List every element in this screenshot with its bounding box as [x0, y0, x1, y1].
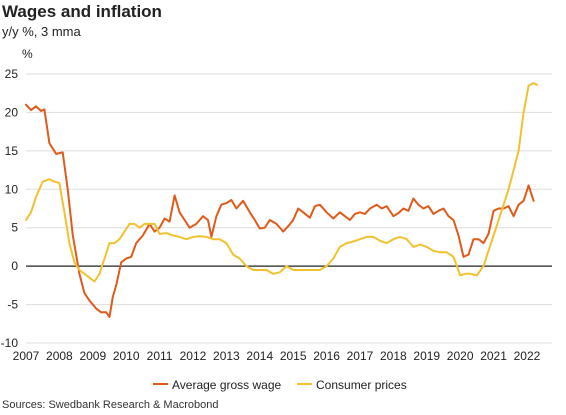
x-tick-label: 2007 [13, 349, 40, 363]
y-tick-label: 25 [5, 67, 19, 81]
chart-subtitle: y/y %, 3 mma [2, 24, 81, 39]
y-axis-label: % [22, 47, 33, 61]
x-tick-label: 2018 [380, 349, 407, 363]
x-tick-label: 2022 [514, 349, 541, 363]
x-tick-label: 2016 [313, 349, 340, 363]
y-tick-label: 5 [11, 221, 18, 235]
source-note: Sources: Swedbank Research & Macrobond [2, 399, 219, 411]
legend-label-cpi: Consumer prices [316, 378, 407, 392]
x-tick-label: 2015 [280, 349, 307, 363]
y-tick-label: -10 [1, 336, 19, 350]
series-line-average-gross-wage [25, 103, 535, 318]
series-line-consumer-prices [25, 82, 538, 283]
grid-lines [26, 73, 552, 344]
chart-title: Wages and inflation [2, 2, 162, 21]
x-tick-label: 2010 [113, 349, 140, 363]
x-tick-label: 2019 [413, 349, 440, 363]
x-tick-label: 2017 [347, 349, 374, 363]
x-axis: 2007 2008 2009 2010 2011 2012 2013 2014 2015 2016… [13, 349, 541, 363]
legend: Average gross wage Consumer prices [153, 378, 407, 392]
x-tick-label: 2011 [147, 349, 173, 363]
x-tick-label: 2009 [79, 349, 106, 363]
x-tick-label: 2008 [46, 349, 73, 363]
x-tick-label: 2021 [480, 349, 507, 363]
y-tick-label: 15 [5, 144, 19, 158]
y-tick-label: -5 [7, 298, 18, 312]
y-tick-label: 0 [11, 259, 18, 273]
series-lines [25, 82, 538, 318]
x-tick-label: 2013 [213, 349, 240, 363]
x-tick-label: 2014 [246, 349, 273, 363]
x-tick-label: 2020 [447, 349, 474, 363]
legend-label-wage: Average gross wage [172, 378, 282, 392]
x-tick-label: 2012 [180, 349, 207, 363]
y-tick-label: 20 [5, 105, 19, 119]
y-axis: 25 20 15 10 5 0 -5 -10 [1, 67, 19, 350]
y-tick-label: 10 [5, 182, 19, 196]
